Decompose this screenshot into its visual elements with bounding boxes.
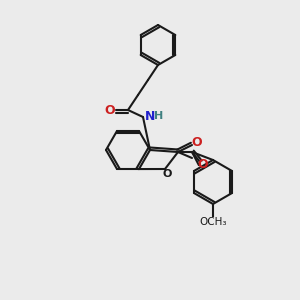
- Text: O: O: [192, 136, 202, 148]
- Text: O: O: [105, 103, 115, 116]
- Text: N: N: [145, 110, 155, 122]
- Text: H: H: [154, 111, 163, 121]
- Text: OCH₃: OCH₃: [199, 217, 227, 227]
- Text: O: O: [198, 158, 208, 170]
- Text: O: O: [162, 169, 172, 179]
